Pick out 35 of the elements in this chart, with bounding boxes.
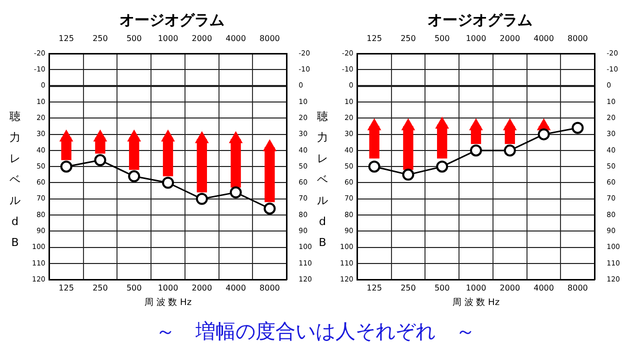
chart-title: オージオグラム (427, 10, 532, 29)
x-tick-label: 125 (366, 283, 382, 292)
category-label: 1000 (158, 34, 178, 43)
x-tick-label: 2000 (499, 283, 520, 292)
x-tick-label: 250 (400, 283, 416, 292)
x-tick-label: 8000 (260, 283, 280, 292)
text: ～ 増幅の度合いは人それぞれ ～ (154, 318, 476, 345)
category-label: 2000 (192, 34, 212, 43)
x-tick-label: 250 (92, 283, 108, 292)
x-tick-label: 2000 (192, 283, 212, 292)
category-label: 2000 (499, 34, 520, 43)
chart-title: オージオグラム (120, 10, 224, 29)
category-label: 125 (366, 34, 382, 43)
x-tick-label: 4000 (533, 283, 554, 292)
category-label: 500 (434, 34, 450, 43)
category-label: 125 (58, 34, 74, 43)
category-label: 500 (126, 34, 142, 43)
y-axis-title: 聴力レベル dB (8, 109, 22, 251)
x-tick-label: 8000 (567, 283, 588, 292)
x-tick-label: 1000 (465, 283, 486, 292)
category-label: 250 (400, 34, 416, 43)
x-axis-title: 周 波 数 Hz (452, 296, 500, 308)
x-tick-label: 1000 (158, 283, 178, 292)
category-label: 250 (92, 34, 108, 43)
x-tick-label: 500 (126, 283, 142, 292)
x-axis-title: 周 波 数 Hz (144, 296, 192, 308)
x-tick-label: 500 (434, 283, 450, 292)
category-label: 4000 (533, 34, 554, 43)
y-axis-title: 聴力レベル dB (316, 109, 329, 251)
category-label: 4000 (226, 34, 246, 43)
x-tick-label: 4000 (226, 283, 246, 292)
x-tick-label: 125 (58, 283, 74, 292)
category-label: 8000 (260, 34, 280, 43)
category-label: 1000 (465, 34, 486, 43)
category-label: 8000 (567, 34, 588, 43)
